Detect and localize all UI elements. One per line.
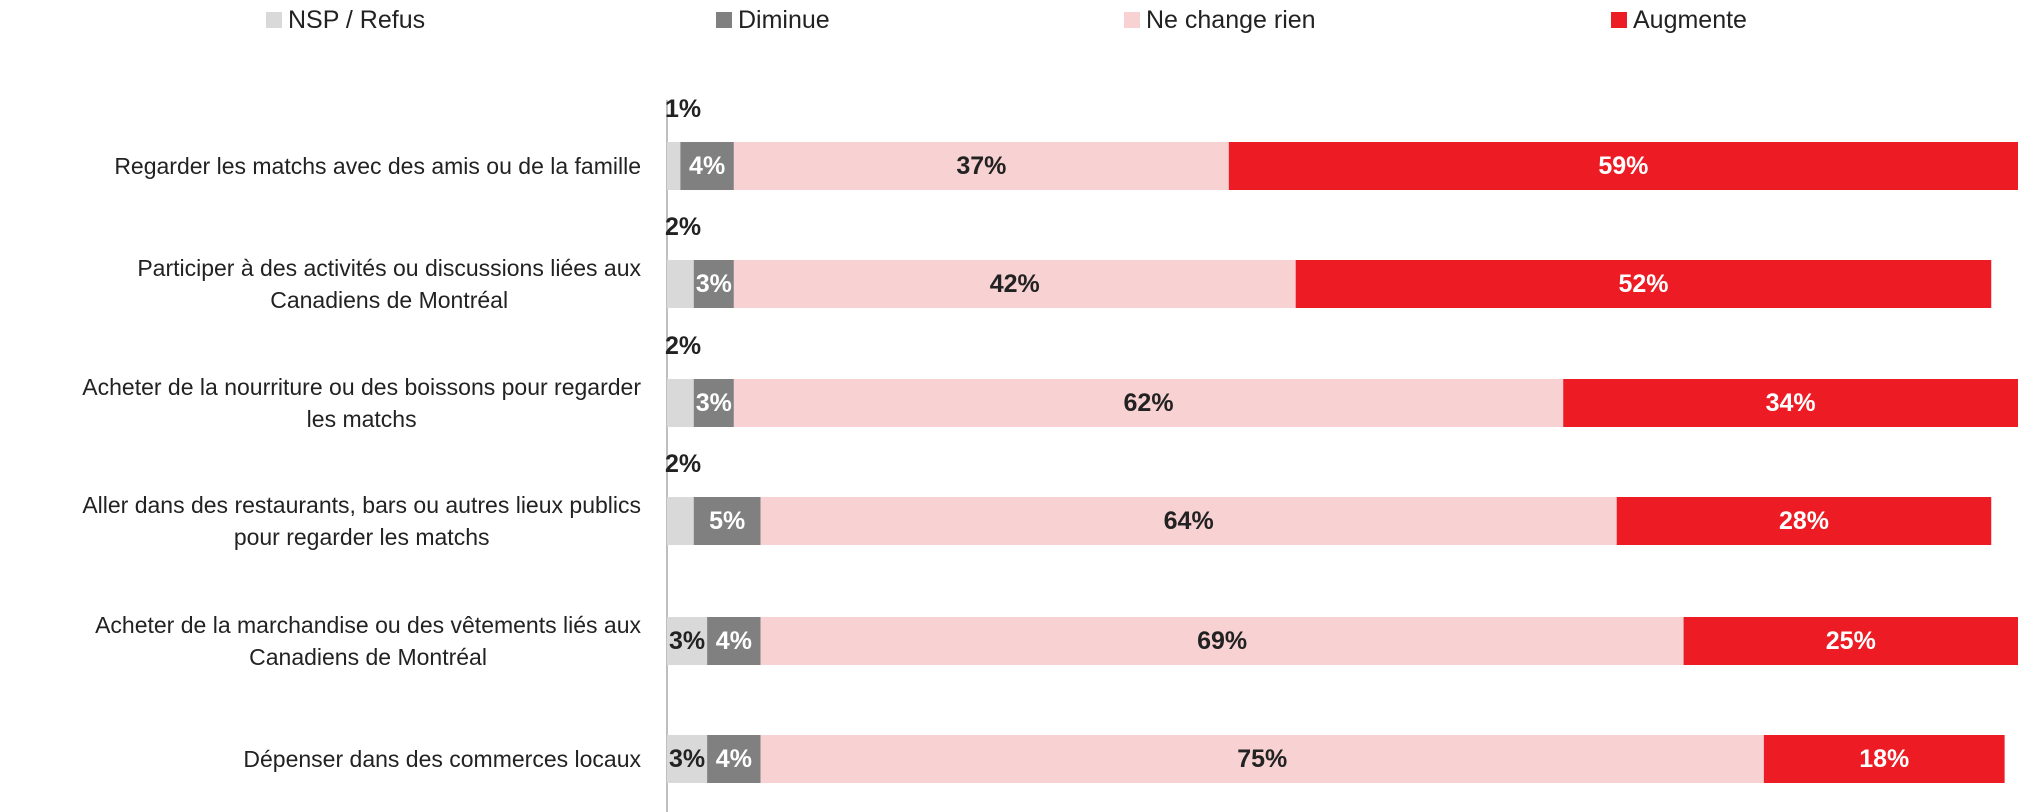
bar-segment [1616, 497, 1992, 545]
bar-segment [667, 260, 694, 308]
legend-swatch [716, 12, 732, 28]
data-label: 59% [1598, 152, 1648, 180]
bar-segment [733, 260, 1296, 308]
data-label: 42% [990, 270, 1040, 298]
data-label: 3% [696, 389, 732, 417]
data-label: 25% [1826, 627, 1876, 655]
legend-swatch [1124, 12, 1140, 28]
bar-segment [667, 617, 708, 665]
data-label: 64% [1164, 507, 1214, 535]
category-label: Dépenser dans des commerces locaux [243, 746, 641, 772]
bar-segment [693, 497, 761, 545]
data-label: 3% [669, 627, 705, 655]
bar-segment [1683, 617, 2018, 665]
data-label: 4% [716, 627, 752, 655]
bar-segment [733, 379, 1564, 427]
legend-label: Augmente [1633, 6, 1747, 34]
data-label: 5% [709, 507, 745, 535]
data-label: 18% [1859, 745, 1909, 773]
data-label: 2% [665, 450, 701, 478]
bar-segment [760, 497, 1617, 545]
category-label: Regarder les matchs avec des amis ou de … [114, 153, 641, 179]
bar-segment [1763, 735, 2005, 783]
legend-swatch [266, 12, 282, 28]
data-label: 4% [689, 152, 725, 180]
category-label: Aller dans des restaurants, bars ou autr… [82, 492, 641, 550]
bar-segment [760, 735, 1764, 783]
category-label: Acheter de la nourriture ou des boissons… [82, 374, 641, 432]
data-label: 3% [696, 270, 732, 298]
bar-segment [1563, 379, 2018, 427]
legend-label: Diminue [738, 6, 830, 34]
data-label: 2% [665, 213, 701, 241]
bar-segment [667, 735, 708, 783]
bar-segment [733, 142, 1229, 190]
data-label: 1% [665, 95, 701, 123]
data-label: 28% [1779, 507, 1829, 535]
bar-segment [667, 379, 694, 427]
category-label: Acheter de la marchandise ou des vêtemen… [95, 612, 641, 670]
bar-segment [680, 142, 734, 190]
bar-segment [707, 617, 761, 665]
category-label: Participer à des activités ou discussion… [137, 255, 641, 313]
bar-segment [1228, 142, 2018, 190]
bar-segment [1295, 260, 1992, 308]
data-label: 37% [956, 152, 1006, 180]
data-label: 3% [669, 745, 705, 773]
bar-segment [693, 260, 734, 308]
bar-segment [667, 497, 694, 545]
data-label: 69% [1197, 627, 1247, 655]
legend-label: NSP / Refus [288, 6, 425, 34]
bar-segment [667, 142, 681, 190]
bar-segment [760, 617, 1684, 665]
bar-segment [707, 735, 761, 783]
data-label: 62% [1124, 389, 1174, 417]
legend-label: Ne change rien [1146, 6, 1316, 34]
data-label: 34% [1766, 389, 1816, 417]
bar-segment [693, 379, 734, 427]
legend-swatch [1611, 12, 1627, 28]
data-label: 75% [1237, 745, 1287, 773]
data-label: 52% [1618, 270, 1668, 298]
data-label: 4% [716, 745, 752, 773]
data-label: 2% [665, 332, 701, 360]
